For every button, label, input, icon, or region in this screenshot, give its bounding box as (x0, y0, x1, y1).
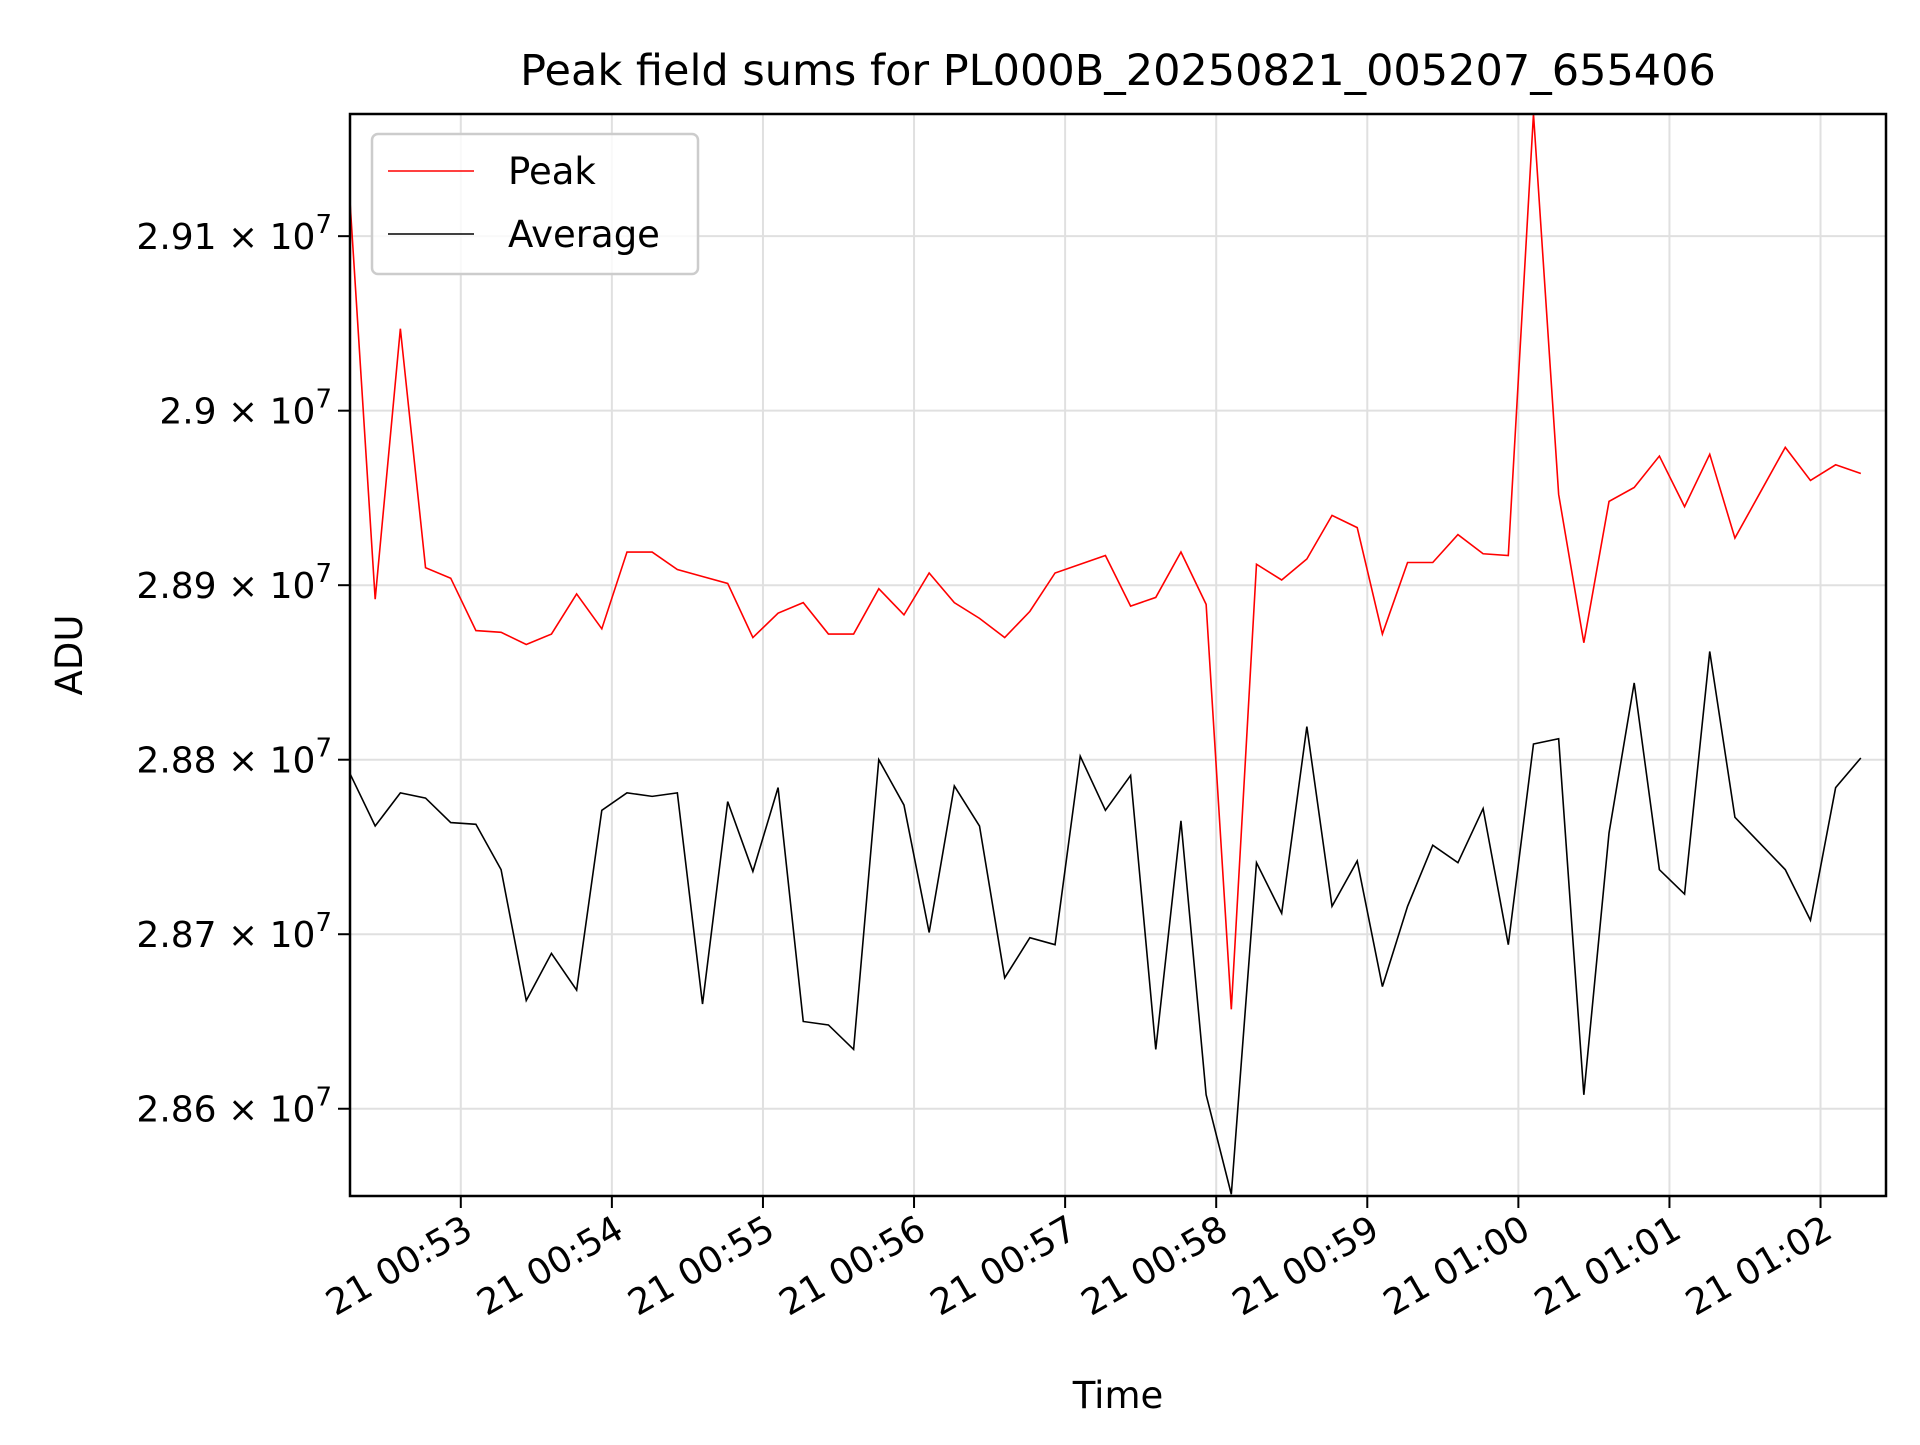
y-tick-label: 2.91 × 107 (136, 210, 332, 258)
y-tick-label: 2.89 × 107 (136, 559, 332, 607)
series-line-peak (349, 113, 1862, 1010)
legend-peak-label: Peak (508, 150, 596, 193)
series-line-average (349, 651, 1862, 1195)
legend-box (370, 132, 700, 276)
y-tick-label: 2.88 × 107 (136, 734, 332, 782)
y-tick-label: 2.9 × 107 (159, 385, 332, 433)
y-tick-label: 2.86 × 107 (136, 1083, 332, 1131)
chart-title: Peak field sums for PL000B_20250821_0052… (520, 46, 1716, 96)
legend: Peak Average (370, 132, 700, 276)
x-axis-label: Time (1072, 1374, 1164, 1417)
plot-area-frame (348, 112, 1888, 1198)
y-axis-label: ADU (48, 615, 91, 696)
legend-average-label: Average (508, 213, 660, 256)
y-tick-label: 2.87 × 107 (136, 908, 332, 956)
series-layer (349, 113, 1862, 1195)
